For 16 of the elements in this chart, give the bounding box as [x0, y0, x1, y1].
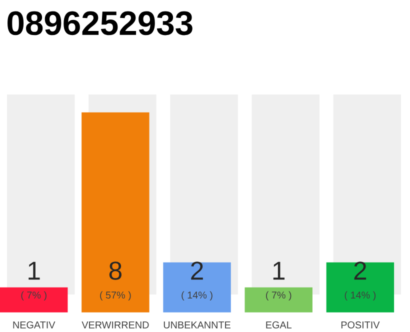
x-tick-label: POSITIV: [341, 322, 380, 329]
annotation: ( 7% ): [266, 291, 292, 301]
x-tick-label: UNBEKANNTE: [164, 322, 230, 329]
annotation: ( 57% ): [100, 291, 131, 301]
data-label: 2: [191, 262, 203, 280]
annotation: ( 14% ): [344, 291, 376, 301]
data-label: 8: [109, 262, 122, 280]
x-tick-label: NEGATIV: [13, 322, 56, 329]
x-tick-label: EGAL: [266, 322, 292, 329]
data-label: 2: [354, 262, 366, 280]
data-label: 1: [273, 262, 285, 280]
annotation: ( 7% ): [21, 291, 46, 301]
annotation: ( 14% ): [182, 291, 212, 301]
data-label: 1: [28, 262, 40, 280]
chart-title: 0896252933: [8, 11, 192, 36]
x-tick-label: VERWIRREND: [82, 322, 149, 328]
